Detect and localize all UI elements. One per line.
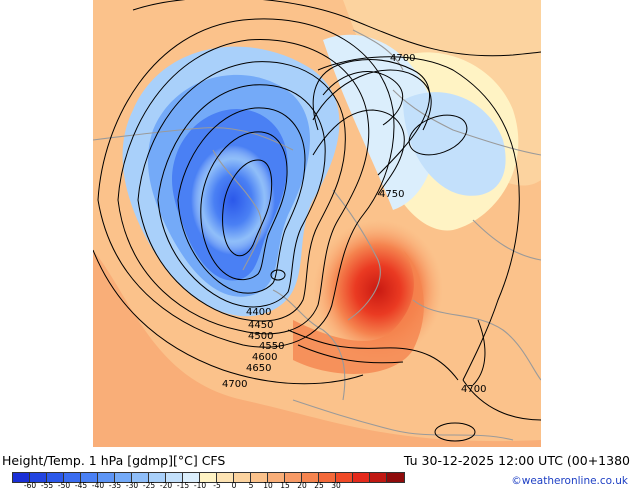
height-contours <box>93 0 541 442</box>
colorbar-swatch <box>115 473 132 482</box>
colorbar-swatch <box>183 473 200 482</box>
colorbar-tick-label: -10 <box>193 481 207 490</box>
footer: Height/Temp. 1 hPa [gdmp][°C] CFS Tu 30-… <box>0 447 634 490</box>
contour-label-4400: 4400 <box>246 307 271 318</box>
contour-line-4700-east <box>317 56 520 381</box>
colorbar-tick-label: 10 <box>263 481 273 490</box>
colorbar-swatch <box>30 473 47 482</box>
colorbar-swatch <box>387 473 404 482</box>
contour-line-4700-north <box>132 0 541 57</box>
contour-line-small-southeast <box>434 422 476 442</box>
cold-vortex-core <box>191 145 275 255</box>
contour-line-4750 <box>408 114 468 156</box>
map-canvas: 4700 4750 4400 4450 4500 4550 4600 4650 … <box>93 0 541 447</box>
contour-label-4650: 4650 <box>246 363 271 374</box>
contour-line-4700-southeast <box>462 379 541 421</box>
colorbar-tick-label: -40 <box>91 481 105 490</box>
colorbar-tick-label: -20 <box>159 481 173 490</box>
contour-label-4600: 4600 <box>252 352 277 363</box>
colorbar-swatch <box>370 473 387 482</box>
contour-line-4750-west <box>312 69 432 131</box>
contour-label-4450: 4450 <box>248 320 273 331</box>
contour-line-4550 <box>137 61 346 322</box>
colorbar-tick-label: 15 <box>280 481 290 490</box>
colorbar-swatch <box>302 473 319 482</box>
warm-anomaly-tail <box>293 250 424 374</box>
colorbar-swatch <box>336 473 353 482</box>
colorbar-tick-label: 5 <box>248 481 254 490</box>
contour-line-4700-south <box>93 249 364 385</box>
contour-line-4650 <box>97 18 395 348</box>
contour-line-4350 <box>222 159 273 257</box>
colorbar-tick-label: -45 <box>74 481 88 490</box>
colorbar-swatch <box>268 473 285 482</box>
contour-line-4400 <box>200 131 288 281</box>
contour-label-4550: 4550 <box>259 341 284 352</box>
contour-line-4600 <box>117 39 370 335</box>
colorbar-ticks: -60 -55 -50 -45 -40 -35 -30 -25 -20 -15 -10 -5 0 5 10 1… <box>12 482 372 490</box>
contour-line-south-east-branch <box>287 329 459 381</box>
map-panel: 4700 4750 4400 4450 4500 4550 4600 4650 … <box>93 0 541 447</box>
colorbar-tick-label: -50 <box>57 481 71 490</box>
contour-label-4700-north: 4700 <box>390 53 415 64</box>
contour-label-4500: 4500 <box>248 331 273 342</box>
temperature-field-south <box>93 250 541 447</box>
contour-label-4700-east: 4700 <box>461 384 486 395</box>
colorbar-swatch <box>64 473 81 482</box>
temperature-field-blue-patch <box>403 92 506 196</box>
contour-line-4450 <box>177 107 306 294</box>
colorbar-swatch <box>217 473 234 482</box>
colorbar-tick-label: -15 <box>176 481 190 490</box>
colorbar-swatch <box>13 473 30 482</box>
colorbar-swatch <box>81 473 98 482</box>
contour-line-east-trough <box>472 319 486 386</box>
colorbar-swatch <box>251 473 268 482</box>
colorbar-swatch <box>149 473 166 482</box>
contour-line-south-branch-2 <box>297 344 404 364</box>
contour-line-inner-ridge <box>322 71 404 126</box>
contour-line-4500 <box>157 84 326 308</box>
colorbar-tick-label: -5 <box>213 481 221 490</box>
colorbar-tick-label: -30 <box>125 481 139 490</box>
colorbar-swatch <box>234 473 251 482</box>
colorbar-tick-label: -25 <box>142 481 156 490</box>
contour-label-4750: 4750 <box>379 189 404 200</box>
colorbar-tick-label: -60 <box>23 481 37 490</box>
colorbar-swatch <box>98 473 115 482</box>
contour-label-4700-south: 4700 <box>222 379 247 390</box>
colorbar-swatch <box>47 473 64 482</box>
colorbar-swatch <box>285 473 302 482</box>
map-title: Height/Temp. 1 hPa [gdmp][°C] CFS <box>2 453 226 468</box>
contour-line-small-low <box>270 269 286 281</box>
colorbar <box>12 472 405 483</box>
colorbar-tick-label: -35 <box>108 481 122 490</box>
colorbar-swatch <box>319 473 336 482</box>
colorbar-tick-label: 0 <box>231 481 237 490</box>
colorbar-swatch <box>132 473 149 482</box>
colorbar-tick-label: 25 <box>314 481 324 490</box>
valid-time: Tu 30-12-2025 12:00 UTC (00+1380 <box>403 453 630 468</box>
colorbar-tick-label: -55 <box>40 481 54 490</box>
credit-link[interactable]: ©weatheronline.co.uk <box>511 475 628 487</box>
colorbar-swatch <box>353 473 370 482</box>
colorbar-swatch <box>200 473 217 482</box>
colorbar-swatch <box>166 473 183 482</box>
contour-line-ridge-outer <box>312 59 431 176</box>
contour-line-ridge-mid <box>312 109 405 196</box>
colorbar-tick-label: 20 <box>297 481 307 490</box>
colorbar-tick-label: 30 <box>331 481 341 490</box>
